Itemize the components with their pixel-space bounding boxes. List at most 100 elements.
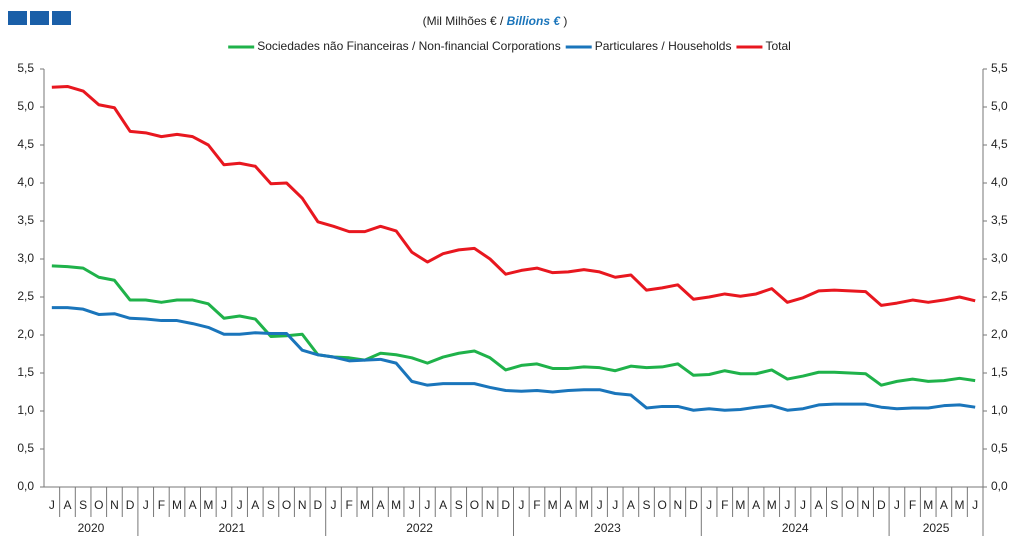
x-tick-label: J xyxy=(784,498,790,512)
y-tick-label: 2,0 xyxy=(17,327,34,341)
x-tick-label: A xyxy=(251,498,259,512)
legend-label: Total xyxy=(765,39,790,53)
legend-label: Sociedades não Financeiras / Non-financi… xyxy=(257,39,561,53)
title-en: Billions € xyxy=(507,14,562,28)
y-tick-label: 5,0 xyxy=(17,99,34,113)
y2-tick-label: 4,0 xyxy=(991,175,1008,189)
y2-tick-label: 5,5 xyxy=(991,61,1008,75)
x-tick-label: S xyxy=(830,498,838,512)
y-tick-label: 0,5 xyxy=(17,441,34,455)
x-tick-label: M xyxy=(579,498,589,512)
y2-tick-label: 4,5 xyxy=(991,137,1008,151)
x-tick-label: J xyxy=(237,498,243,512)
x-tick-label: A xyxy=(189,498,197,512)
x-tick-label: O xyxy=(845,498,854,512)
x-tick-label: A xyxy=(376,498,384,512)
logo-block xyxy=(8,11,27,25)
x-tick-label: J xyxy=(706,498,712,512)
title-pt: (Mil Milhões € / xyxy=(423,14,507,28)
x-tick-label: J xyxy=(894,498,900,512)
y-tick-label: 4,0 xyxy=(17,175,34,189)
x-tick-label: A xyxy=(63,498,71,512)
y2-tick-label: 3,0 xyxy=(991,251,1008,265)
year-label: 2020 xyxy=(78,521,105,535)
x-tick-label: M xyxy=(923,498,933,512)
x-tick-label: J xyxy=(597,498,603,512)
y2-tick-label: 2,5 xyxy=(991,289,1008,303)
x-tick-label: J xyxy=(972,498,978,512)
x-tick-label: O xyxy=(94,498,103,512)
year-label: 2025 xyxy=(923,521,950,535)
logo-block xyxy=(52,11,71,25)
y-tick-label: 3,5 xyxy=(17,213,34,227)
x-tick-label: A xyxy=(815,498,823,512)
x-tick-label: N xyxy=(486,498,495,512)
x-tick-label: A xyxy=(940,498,948,512)
y-tick-label: 4,5 xyxy=(17,137,34,151)
y-tick-label: 1,5 xyxy=(17,365,34,379)
x-tick-label: J xyxy=(409,498,415,512)
x-tick-label: D xyxy=(314,498,323,512)
x-tick-label: D xyxy=(126,498,135,512)
y-tick-label: 1,0 xyxy=(17,403,34,417)
x-tick-label: S xyxy=(267,498,275,512)
y2-tick-label: 2,0 xyxy=(991,327,1008,341)
x-tick-label: F xyxy=(533,498,540,512)
y-tick-label: 0,0 xyxy=(17,479,34,493)
x-tick-label: O xyxy=(470,498,479,512)
year-label: 2024 xyxy=(782,521,809,535)
x-tick-label: N xyxy=(861,498,870,512)
y2-tick-label: 0,5 xyxy=(991,441,1008,455)
x-tick-label: J xyxy=(424,498,430,512)
y-tick-label: 3,0 xyxy=(17,251,34,265)
x-tick-label: J xyxy=(518,498,524,512)
x-tick-label: M xyxy=(767,498,777,512)
x-tick-label: D xyxy=(877,498,886,512)
x-tick-label: A xyxy=(439,498,447,512)
x-tick-label: J xyxy=(221,498,227,512)
x-tick-label: J xyxy=(612,498,618,512)
chart-title: (Mil Milhões € / Billions € ) xyxy=(423,14,568,28)
y2-tick-label: 1,5 xyxy=(991,365,1008,379)
x-tick-label: J xyxy=(143,498,149,512)
x-tick-label: D xyxy=(689,498,698,512)
x-tick-label: M xyxy=(391,498,401,512)
x-tick-label: M xyxy=(203,498,213,512)
x-tick-label: J xyxy=(331,498,337,512)
x-tick-label: J xyxy=(800,498,806,512)
x-tick-label: N xyxy=(110,498,119,512)
x-tick-label: F xyxy=(909,498,916,512)
x-tick-label: O xyxy=(658,498,667,512)
y2-tick-label: 3,5 xyxy=(991,213,1008,227)
x-tick-label: S xyxy=(79,498,87,512)
x-tick-label: J xyxy=(49,498,55,512)
series-line xyxy=(51,84,976,307)
x-tick-label: S xyxy=(643,498,651,512)
x-tick-label: F xyxy=(158,498,165,512)
x-tick-label: A xyxy=(627,498,635,512)
x-tick-label: M xyxy=(955,498,965,512)
x-tick-label: M xyxy=(548,498,558,512)
y2-tick-label: 0,0 xyxy=(991,479,1008,493)
year-label: 2022 xyxy=(406,521,433,535)
x-tick-label: A xyxy=(752,498,760,512)
x-tick-label: F xyxy=(346,498,353,512)
logo-block xyxy=(30,11,49,25)
x-tick-label: M xyxy=(360,498,370,512)
y-tick-label: 5,5 xyxy=(17,61,34,75)
series-line xyxy=(51,306,976,412)
title-end: ) xyxy=(560,14,567,28)
y-tick-label: 2,5 xyxy=(17,289,34,303)
year-label: 2023 xyxy=(594,521,621,535)
x-tick-label: A xyxy=(564,498,572,512)
series-line xyxy=(51,264,976,387)
x-tick-label: F xyxy=(721,498,728,512)
x-tick-label: M xyxy=(172,498,182,512)
legend-label: Particulares / Households xyxy=(595,39,732,53)
x-tick-label: M xyxy=(735,498,745,512)
x-tick-label: O xyxy=(282,498,291,512)
x-tick-label: S xyxy=(455,498,463,512)
x-tick-label: D xyxy=(501,498,510,512)
year-label: 2021 xyxy=(218,521,245,535)
